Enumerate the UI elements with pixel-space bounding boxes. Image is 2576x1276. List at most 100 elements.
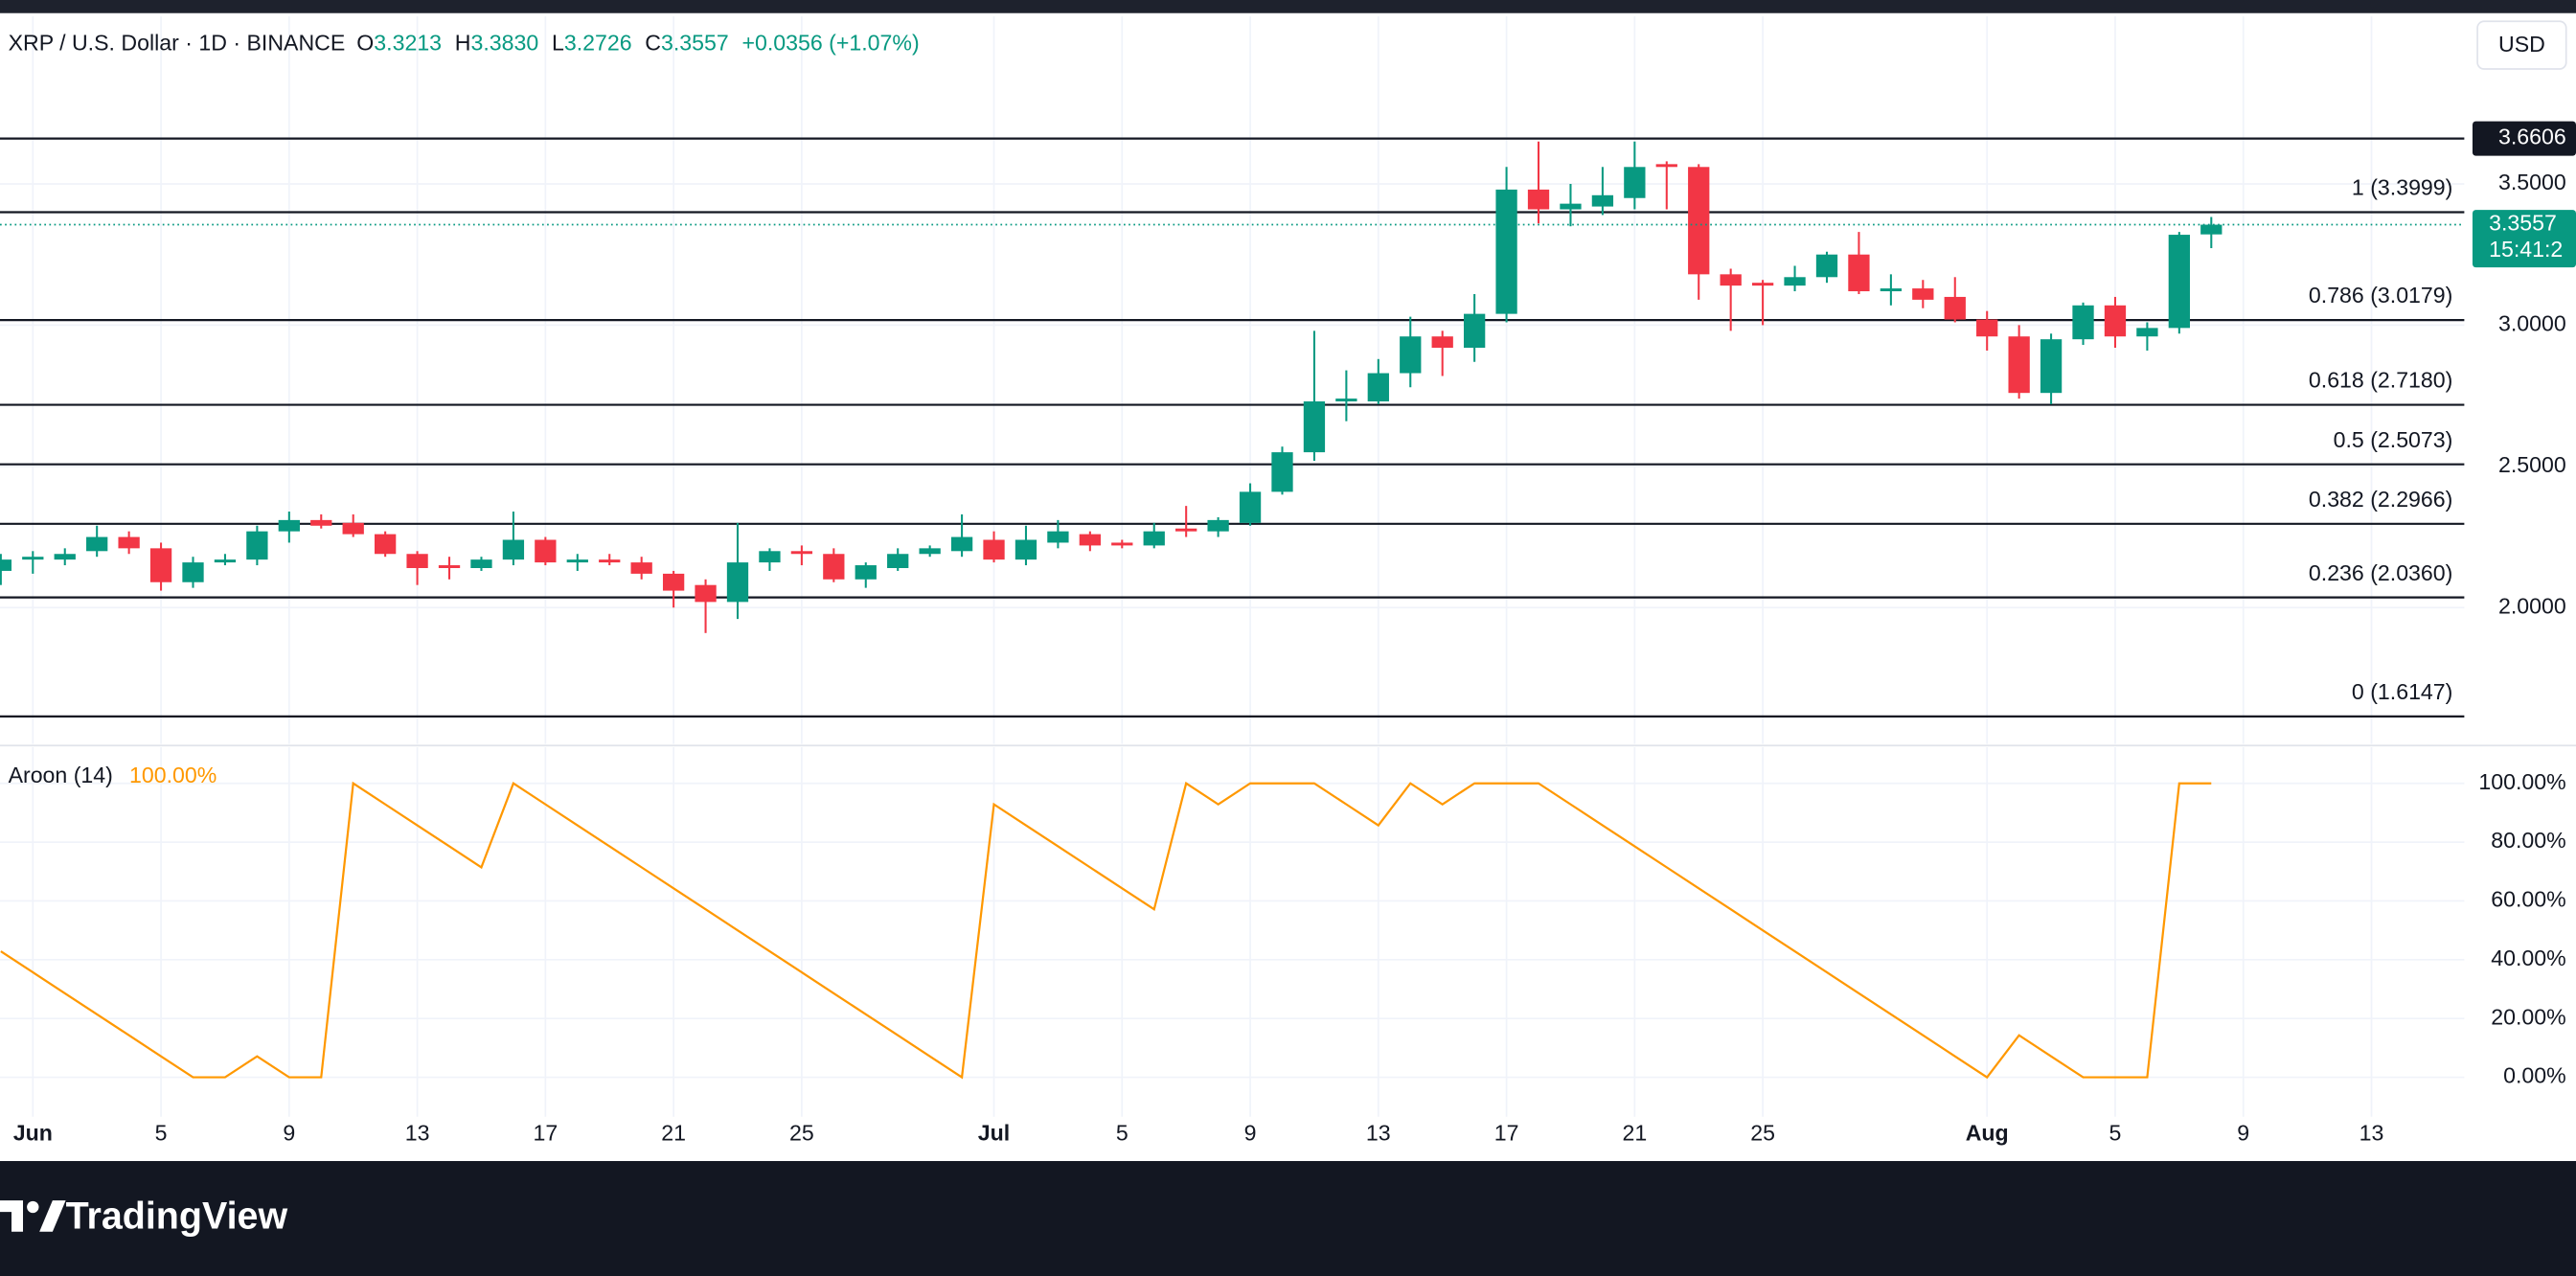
ohlc-value: 3.3213 bbox=[374, 30, 442, 55]
candle-body bbox=[1431, 336, 1453, 349]
candle-body bbox=[1560, 203, 1582, 210]
y-tick-label: 2.0000 bbox=[2498, 593, 2566, 618]
candle-body bbox=[278, 519, 300, 532]
candle-body bbox=[54, 554, 76, 560]
ohlc-label: O bbox=[356, 30, 374, 55]
candle-body bbox=[855, 565, 877, 580]
level-label: 0.236 (2.0360) bbox=[2309, 560, 2452, 585]
resistance-tag: 3.6606 bbox=[2498, 125, 2566, 149]
candle-body bbox=[1335, 399, 1357, 402]
candle-body bbox=[599, 559, 621, 563]
candle-body bbox=[1271, 452, 1293, 492]
header: XRP / U.S. Dollar · 1D · BINANCE O3.3213 H… bbox=[9, 30, 920, 55]
x-tick-label: 25 bbox=[789, 1121, 814, 1146]
candle-body bbox=[1527, 189, 1550, 210]
candle-body bbox=[950, 536, 973, 552]
x-tick-label: 13 bbox=[1366, 1121, 1391, 1146]
candle-body bbox=[1495, 189, 1517, 314]
candle-body bbox=[0, 559, 12, 571]
candle-body bbox=[1047, 531, 1069, 543]
candle-body bbox=[1367, 373, 1389, 402]
countdown: 15:41:2 bbox=[2489, 237, 2563, 262]
x-tick-label: 13 bbox=[2359, 1121, 2384, 1146]
candle-body bbox=[1688, 167, 1710, 275]
candle-body bbox=[1463, 313, 1486, 349]
candle-body bbox=[1014, 539, 1037, 560]
level-label: 0.618 (2.7180) bbox=[2309, 368, 2452, 393]
candle-body bbox=[759, 551, 781, 563]
candle-body bbox=[1720, 274, 1742, 286]
candle-body bbox=[823, 554, 845, 580]
indicator-legend: Aroon (14) 100.00% bbox=[9, 763, 217, 787]
candle-body bbox=[1815, 254, 1838, 278]
x-tick-label: 9 bbox=[283, 1121, 295, 1146]
levels-layer: 1 (3.3999) 0.786 (3.0179) 0.618 (2.7180) 0.… bbox=[0, 137, 2465, 718]
resistance-tag-bg bbox=[2472, 121, 2576, 156]
candle-body bbox=[118, 536, 140, 549]
ohlc-label: H bbox=[455, 30, 471, 55]
x-tick-label: 9 bbox=[2237, 1121, 2249, 1146]
y-tick-label: 40.00% bbox=[2491, 946, 2565, 970]
candle-body bbox=[2136, 328, 2158, 337]
candle-body bbox=[1848, 254, 1870, 292]
ohlc-value: 3.2726 bbox=[564, 30, 632, 55]
y-tick-label: 60.00% bbox=[2491, 887, 2565, 912]
level-label: 0.5 (2.5073) bbox=[2334, 427, 2453, 452]
ohlc-value: 3.3830 bbox=[470, 30, 538, 55]
y-tick-label: 100.00% bbox=[2478, 769, 2565, 794]
marks-layer bbox=[0, 141, 2465, 1080]
x-tick-label: Jun bbox=[13, 1121, 53, 1146]
currency[interactable]: USD bbox=[2498, 32, 2545, 57]
y-tick-label: 80.00% bbox=[2491, 828, 2565, 853]
currency-button[interactable] bbox=[2476, 20, 2567, 70]
candle-body bbox=[662, 573, 685, 591]
candle-body bbox=[1239, 491, 1262, 523]
candle-body bbox=[566, 559, 588, 563]
last-price-tag-bg bbox=[2472, 210, 2576, 268]
ohlc-value: 3.3557 bbox=[661, 30, 729, 55]
x-tick-label: 25 bbox=[1750, 1121, 1775, 1146]
candle-body bbox=[2168, 235, 2190, 329]
indicator-name: Aroon (14) bbox=[9, 763, 113, 787]
candle-body bbox=[726, 562, 749, 603]
ohlc-label: C bbox=[645, 30, 661, 55]
candle-body bbox=[1784, 277, 1806, 286]
candle-body bbox=[1079, 534, 1101, 546]
candle-body bbox=[1111, 542, 1133, 546]
candle-body bbox=[1207, 519, 1229, 532]
y-tick-label: 20.00% bbox=[2491, 1004, 2565, 1029]
ohlc-label: L bbox=[552, 30, 564, 55]
candle-body bbox=[1400, 336, 1422, 374]
candle-body bbox=[983, 539, 1005, 560]
candle-body bbox=[406, 554, 428, 568]
candle-body bbox=[630, 562, 652, 574]
candle-body bbox=[1944, 296, 1966, 320]
x-tick-label: 17 bbox=[533, 1121, 558, 1146]
candle-body bbox=[1751, 283, 1774, 286]
symbol: XRP / U.S. Dollar · 1D · BINANCE bbox=[9, 30, 346, 55]
candle-body bbox=[790, 551, 813, 555]
candle-body bbox=[535, 539, 557, 563]
x-tick-label: 5 bbox=[1116, 1121, 1128, 1146]
candle-body bbox=[310, 519, 332, 526]
candle-body bbox=[502, 539, 525, 560]
candle-body bbox=[342, 522, 364, 535]
candle-body bbox=[1624, 167, 1646, 198]
candle-body bbox=[2008, 336, 2030, 394]
candle-body bbox=[695, 584, 717, 603]
level-label: 0 (1.6147) bbox=[2352, 679, 2452, 704]
candle-body bbox=[1655, 164, 1677, 168]
indicator-value: 100.00% bbox=[129, 763, 217, 787]
candle-body bbox=[149, 548, 172, 582]
grid-layer bbox=[0, 16, 2465, 1117]
change: +0.0356 (+1.07%) bbox=[741, 30, 919, 55]
candle-body bbox=[1880, 288, 1903, 292]
x-tick-label: 5 bbox=[2109, 1121, 2122, 1146]
x-tick-label: 21 bbox=[661, 1121, 686, 1146]
footer bbox=[0, 1161, 2576, 1276]
logo-icon bbox=[0, 1200, 66, 1232]
x-tick-label: Aug bbox=[1966, 1121, 2009, 1146]
candle-body bbox=[1591, 194, 1614, 207]
